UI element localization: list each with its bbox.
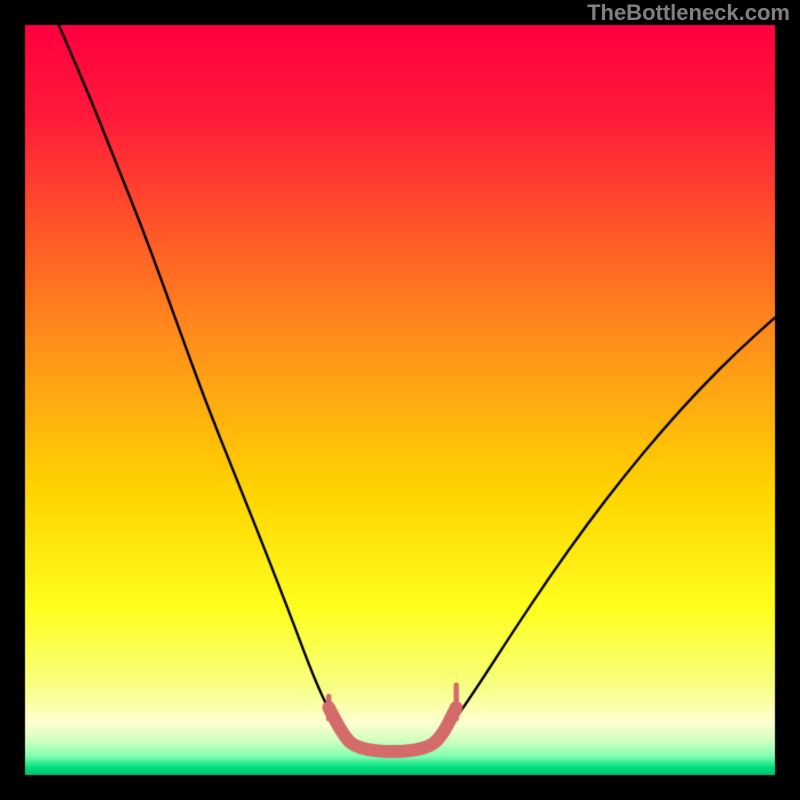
bottleneck-chart-canvas [0,0,800,800]
watermark-text: TheBottleneck.com [587,0,790,26]
chart-container: TheBottleneck.com [0,0,800,800]
